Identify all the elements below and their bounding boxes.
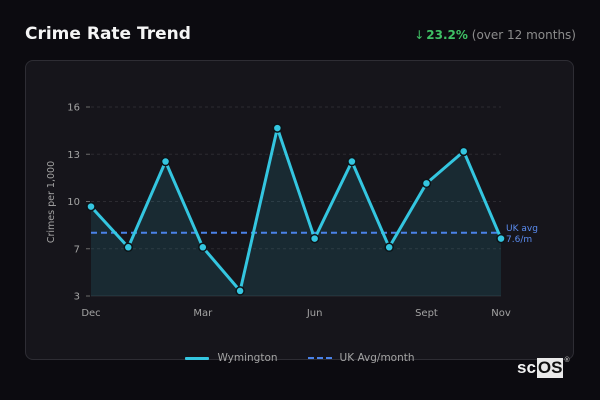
series-area-fill <box>91 128 501 296</box>
x-axis-ticks: Dec Mar Jun Sept Nov <box>81 308 511 319</box>
chart-legend: Wymington UK Avg/month <box>0 352 600 364</box>
svg-text:Dec: Dec <box>81 308 100 319</box>
solid-line-swatch-icon <box>185 356 210 360</box>
y-axis-title: Crimes per 1,000 <box>46 161 57 243</box>
scos-logo: sc OS ® <box>517 357 570 378</box>
down-arrow-icon: ↓ <box>414 28 425 42</box>
dashed-line-swatch-icon <box>307 357 332 359</box>
svg-text:Jun: Jun <box>306 308 323 319</box>
registered-mark-icon: ® <box>564 357 570 364</box>
legend-label: UK Avg/month <box>339 352 415 364</box>
y-axis-ticks: 3 7 10 13 16 <box>67 103 90 303</box>
svg-text:Mar: Mar <box>193 308 213 319</box>
svg-text:7: 7 <box>74 244 80 255</box>
legend-label: Wymington <box>217 352 278 364</box>
logo-boxed: OS <box>536 358 564 378</box>
page-title: Crime Rate Trend <box>25 24 191 44</box>
chart-card <box>25 60 574 360</box>
uk-avg-annotation: UK avg <box>506 224 538 234</box>
change-period-note: (over 12 months) <box>471 28 576 42</box>
chart-gridlines <box>91 106 501 297</box>
svg-text:13: 13 <box>67 150 80 161</box>
svg-text:Nov: Nov <box>491 308 511 319</box>
legend-item-wymington[interactable]: Wymington <box>185 352 278 364</box>
logo-prefix: sc <box>517 358 536 377</box>
svg-text:Sept: Sept <box>415 308 438 319</box>
change-percent: 23.2% <box>426 28 468 42</box>
trend-change-summary: ↓ 23.2% (over 12 months) <box>414 28 576 42</box>
uk-avg-annotation-value: 7.6/m <box>506 235 532 245</box>
svg-text:3: 3 <box>74 292 80 303</box>
data-points <box>86 123 506 296</box>
legend-item-uk-avg[interactable]: UK Avg/month <box>307 352 415 364</box>
svg-text:10: 10 <box>67 197 80 208</box>
series-line-wymington <box>89 126 503 293</box>
svg-text:16: 16 <box>67 103 80 114</box>
